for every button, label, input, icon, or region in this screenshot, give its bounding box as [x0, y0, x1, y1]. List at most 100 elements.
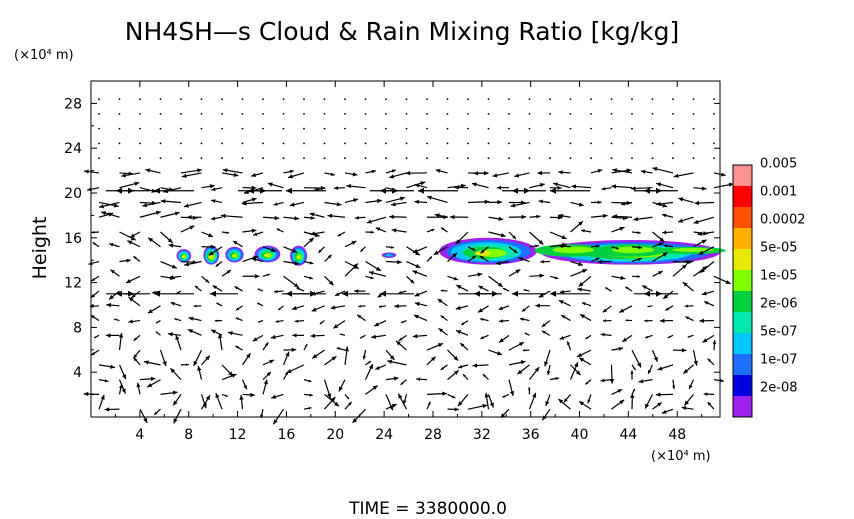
wind-vector-head	[286, 369, 292, 373]
colorbar-swatch	[733, 396, 752, 417]
wind-vector-dot	[426, 98, 428, 101]
wind-vector-head	[498, 216, 504, 221]
wind-vector-dot	[241, 112, 244, 115]
wind-vector-head	[699, 318, 704, 323]
wind-vector-head	[308, 237, 314, 243]
wind-vector-dot	[139, 142, 141, 145]
wind-vector-head	[661, 409, 667, 414]
wind-vector-dot	[323, 142, 326, 145]
wind-vector-dot	[590, 98, 592, 101]
wind-vector-head	[288, 174, 294, 179]
wind-vector-head	[416, 377, 421, 382]
wind-vector-head	[291, 347, 297, 353]
wind-vector-dot	[262, 127, 264, 130]
wind-vector-head	[389, 405, 394, 411]
wind-vector-head	[678, 197, 684, 202]
wind-vector-head	[398, 393, 403, 399]
x-tick-label: 36	[522, 427, 540, 443]
wind-vector-head	[246, 353, 251, 359]
wind-vector-head	[357, 314, 362, 319]
wind-vector-head	[693, 219, 699, 224]
wind-vector-head	[515, 269, 521, 274]
wind-vector-dot	[610, 127, 613, 130]
wind-vector-head	[558, 244, 564, 249]
wind-vector-head	[274, 289, 278, 294]
wind-vector-head	[128, 319, 133, 324]
wind-vector-head	[217, 333, 223, 339]
wind-vector-head	[647, 305, 650, 308]
wind-vector-dot	[385, 127, 387, 130]
wind-vector-dot	[467, 98, 469, 101]
wind-vector-head	[390, 245, 394, 249]
wind-vector-head	[214, 319, 218, 322]
wind-vector-head	[286, 290, 292, 297]
wind-vector-head	[116, 290, 122, 297]
wind-vector-head	[391, 228, 397, 233]
wind-vector-head	[309, 261, 314, 265]
wind-vector-head	[618, 346, 624, 351]
wind-vector-head	[458, 365, 463, 369]
wind-vector-head	[148, 237, 154, 243]
wind-vector-dot	[651, 142, 654, 145]
wind-vector-dot	[98, 127, 100, 130]
wind-vector-head	[451, 395, 456, 399]
wind-vector-head	[253, 232, 258, 236]
wind-vector-head	[535, 244, 539, 248]
x-tick-label: 48	[668, 427, 686, 443]
wind-vector-head	[414, 292, 420, 297]
wind-vector-head	[168, 243, 174, 248]
wind-vector-dot	[221, 157, 223, 160]
wind-vector-dot	[221, 98, 223, 101]
wind-vector-head	[612, 214, 618, 219]
wind-vector-dot	[549, 127, 551, 130]
wind-vector-head	[334, 401, 339, 407]
wind-vector-head	[633, 367, 636, 371]
wind-vector-head	[574, 362, 579, 368]
wind-vector-head	[387, 359, 393, 364]
wind-vector-dot	[508, 157, 510, 160]
wind-vector-head	[271, 394, 277, 399]
wind-vector-head	[414, 250, 420, 256]
wind-vector-head	[121, 173, 127, 178]
wind-vector-head	[220, 213, 226, 219]
wind-vector-head	[702, 338, 708, 343]
wind-vector-dot	[467, 157, 469, 160]
wind-vector-dot	[118, 98, 121, 101]
wind-vector-head	[434, 213, 440, 218]
wind-vector-dot	[549, 112, 551, 115]
wind-vector-dot	[467, 112, 469, 115]
wind-vector-head	[133, 354, 138, 359]
colorbar-label: 0.0002	[760, 213, 806, 228]
wind-vector-head	[600, 332, 605, 337]
wind-vector-head	[579, 401, 585, 406]
wind-vector-head	[293, 283, 299, 288]
wind-vector-dot	[610, 157, 613, 160]
wind-vector-head	[269, 359, 275, 364]
wind-vector-head	[725, 279, 731, 284]
wind-vector-head	[438, 328, 444, 333]
wind-vector-head	[110, 364, 115, 369]
wind-vector-head	[582, 269, 588, 274]
wind-vector-head	[368, 364, 373, 370]
wind-vector-dot	[672, 157, 674, 160]
wind-vector-head	[330, 172, 335, 177]
wind-vector-head	[600, 378, 605, 383]
wind-vector-head	[202, 403, 207, 409]
wind-vector-head	[557, 185, 562, 190]
wind-vector-head	[371, 334, 376, 339]
wind-vector-dot	[118, 157, 121, 160]
wind-vector-head	[327, 213, 333, 219]
wind-vector-head	[304, 343, 308, 347]
wind-vector-head	[154, 187, 160, 194]
wind-vector-head	[251, 257, 257, 262]
wind-vector-head	[156, 321, 159, 324]
wind-vector-head	[495, 260, 501, 266]
wind-vector-head	[99, 204, 104, 209]
wind-vector-head	[126, 258, 131, 263]
wind-vector-head	[597, 259, 602, 264]
wind-vector-head	[106, 302, 111, 308]
wind-vector-dot	[364, 142, 367, 145]
wind-vector-head	[539, 182, 545, 188]
wind-vector-head	[615, 246, 619, 250]
wind-vector-head	[414, 301, 420, 307]
